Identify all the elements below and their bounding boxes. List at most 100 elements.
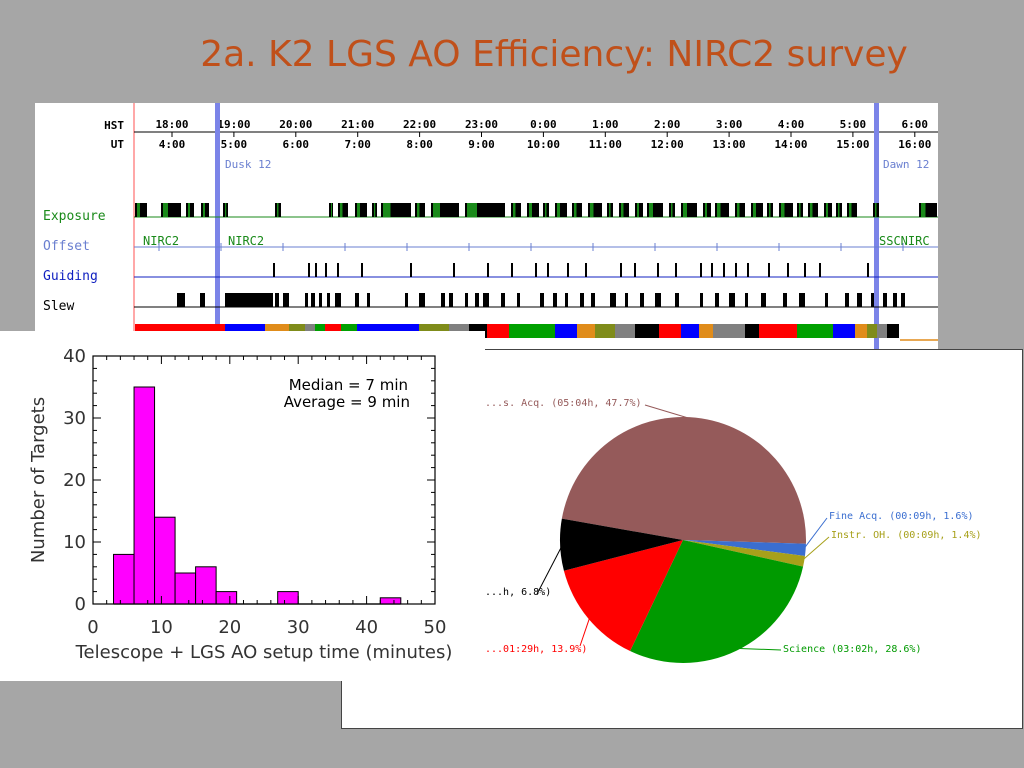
activity-segment: [877, 324, 887, 338]
exposure-block-detail: [513, 203, 516, 217]
pie-slice-label: Instr. OH. (00:09h, 1.4%): [831, 530, 982, 541]
slew-block: [367, 293, 370, 307]
slew-block: [783, 293, 787, 307]
ut-tick-label: 7:00: [344, 138, 371, 151]
hst-tick-label: 21:00: [341, 118, 374, 131]
ut-tick-label: 4:00: [159, 138, 186, 151]
exposure-block: [511, 203, 521, 217]
slew-block: [483, 293, 489, 307]
guiding-tick: [361, 263, 363, 277]
guiding-tick: [700, 263, 702, 277]
activity-segment: [833, 324, 855, 338]
median-annotation: Median = 7 min: [289, 376, 408, 394]
pie-slice-label: ...h, 6.8%): [485, 587, 551, 598]
exposure-block-detail: [557, 203, 560, 217]
exposure-block-detail: [545, 203, 547, 217]
slew-block: [715, 293, 719, 307]
pie-slice: [561, 417, 806, 544]
timeline-chart: HST UT Dusk 12 Dawn 12 Exposure Offset G…: [43, 103, 938, 350]
ut-tick-label: 9:00: [468, 138, 495, 151]
slew-block: [319, 293, 322, 307]
histogram-bar: [133, 386, 156, 605]
slew-block: [893, 293, 897, 307]
instrument-label: NIRC2: [143, 234, 179, 248]
exposure-block-detail: [705, 203, 707, 217]
guiding-tick: [453, 263, 455, 277]
pie-slice-label: ...s. Acq. (05:04h, 47.7%): [485, 398, 642, 409]
activity-segment: [681, 324, 699, 338]
pie-slice: [563, 540, 683, 652]
exposure-block-detail: [374, 203, 376, 217]
exposure-block-detail: [849, 203, 852, 217]
slew-block: [283, 293, 289, 307]
y-tick-label: 20: [63, 470, 86, 491]
exposure-block-detail: [225, 203, 227, 217]
activity-segment: [487, 324, 509, 338]
ut-tick-label: 15:00: [836, 138, 869, 151]
slew-block: [729, 293, 735, 307]
activity-segment: [713, 324, 745, 338]
pie-leader-line: [735, 647, 782, 651]
x-tick-label: 40: [355, 617, 378, 638]
exposure-block-detail: [649, 203, 653, 217]
activity-segment: [855, 324, 867, 338]
ut-tick-label: 14:00: [774, 138, 807, 151]
slew-block: [475, 293, 479, 307]
exposure-block: [415, 203, 425, 217]
slew-block: [845, 293, 849, 307]
hst-tick-label: 18:00: [155, 118, 188, 131]
hst-tick-label: 4:00: [778, 118, 805, 131]
pie-slice: [683, 540, 805, 567]
exposure-block-detail: [753, 203, 756, 217]
y-tick-label: 40: [63, 346, 86, 367]
activity-segment: [595, 324, 615, 338]
hst-tick-label: 22:00: [403, 118, 436, 131]
pie-slice-label: Fine Acq. (00:09h, 1.6%): [829, 511, 974, 522]
y-tick-label: 0: [75, 594, 86, 615]
exposure-block-detail: [574, 203, 577, 217]
activity-segment: [659, 324, 681, 338]
ut-tick-label: 8:00: [406, 138, 433, 151]
hst-axis-label: HST: [104, 119, 124, 132]
exposure-block-detail: [529, 203, 532, 217]
slew-block: [200, 293, 205, 307]
hst-tick-label: 2:00: [654, 118, 681, 131]
exposure-block-detail: [467, 203, 477, 217]
x-tick-label: 0: [87, 617, 98, 638]
exposure-block: [527, 203, 539, 217]
y-tick-label: 30: [63, 408, 86, 429]
exposure-block-detail: [717, 203, 721, 217]
slew-row-label: Slew: [43, 299, 74, 314]
guiding-tick: [787, 263, 789, 277]
guiding-tick: [634, 263, 636, 277]
ut-tick-label: 6:00: [283, 138, 310, 151]
guiding-tick: [747, 263, 749, 277]
dusk-label: Dusk 12: [225, 158, 271, 171]
pie-slice: [630, 540, 804, 663]
x-tick-label: 10: [150, 617, 173, 638]
exposure-block-detail: [163, 203, 168, 217]
guiding-tick: [547, 263, 549, 277]
instrument-label: SSCNIRC: [879, 234, 930, 248]
ut-tick-label: 13:00: [713, 138, 746, 151]
ut-tick-label: 16:00: [898, 138, 931, 151]
guiding-tick: [308, 263, 310, 277]
ut-tick-label: 10:00: [527, 138, 560, 151]
slew-block: [540, 293, 544, 307]
slew-block: [883, 293, 887, 307]
slew-block: [465, 293, 468, 307]
guiding-tick: [325, 263, 327, 277]
slew-block: [501, 293, 505, 307]
setup-time-histogram: Median = 7 min Average = 9 min Telescope…: [28, 346, 452, 663]
guiding-tick: [723, 263, 725, 277]
pie-leader-line: [801, 536, 830, 562]
x-tick-label: 30: [287, 617, 310, 638]
pie-leader-line: [802, 517, 828, 550]
exposure-block-detail: [277, 203, 279, 217]
exposure-block-detail: [875, 203, 877, 217]
slew-block: [311, 293, 315, 307]
ut-tick-label: 12:00: [651, 138, 684, 151]
x-tick-label: 20: [218, 617, 241, 638]
guiding-tick: [620, 263, 622, 277]
slide-title-text: 2a. K2 LGS AO Efficiency: NIRC2 survey: [200, 34, 908, 75]
